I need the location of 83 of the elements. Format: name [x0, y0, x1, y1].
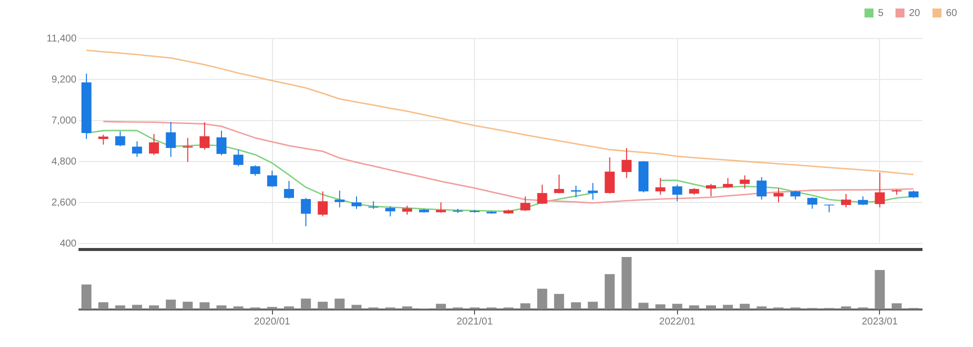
- bar: [570, 302, 581, 309]
- candlestick: [334, 190, 345, 208]
- y-tick-label: 9,200: [51, 74, 77, 86]
- candlestick: [740, 174, 750, 190]
- candlestick: [554, 174, 564, 194]
- bar: [537, 288, 548, 309]
- y-tick-label: 400: [60, 238, 77, 250]
- bar: [216, 305, 226, 309]
- bar: [655, 304, 666, 309]
- x-tick-label: 2023/01: [862, 316, 898, 328]
- candlestick: [537, 184, 548, 205]
- bar: [334, 298, 345, 309]
- candlestick: [756, 176, 767, 200]
- candlestick: [604, 156, 615, 194]
- candlestick: [655, 177, 666, 196]
- candlestick: [250, 164, 260, 176]
- bar: [622, 257, 632, 309]
- bar: [554, 294, 564, 309]
- bar: [520, 303, 530, 309]
- candlestick: [216, 130, 226, 156]
- candlestick: [166, 122, 176, 158]
- y-tick-label: 2,600: [51, 198, 77, 208]
- candlestick: [267, 170, 278, 188]
- candlestick: [722, 177, 733, 189]
- bar: [756, 306, 767, 309]
- bar: [166, 300, 176, 309]
- candlestick: [841, 193, 852, 208]
- x-tick-label: 2022/01: [659, 316, 696, 328]
- bar: [98, 302, 108, 309]
- bar: [318, 302, 328, 309]
- legend-label: 5: [878, 8, 884, 19]
- bar: [436, 304, 446, 309]
- bar: [284, 306, 294, 309]
- candlestick: [672, 184, 682, 202]
- line-series: [86, 50, 914, 176]
- bar: [300, 298, 311, 309]
- candlestick: [774, 188, 784, 203]
- bar: [182, 302, 193, 309]
- bar: [874, 270, 885, 309]
- legend-label: 20: [909, 8, 921, 19]
- candlestick: [98, 134, 108, 146]
- candlestick: [385, 206, 396, 217]
- bar: [740, 304, 750, 309]
- bar: [402, 306, 412, 309]
- bar: [706, 305, 716, 309]
- candlestick: [200, 122, 210, 150]
- y-tick-label: 7,000: [51, 116, 77, 126]
- bar: [722, 304, 733, 309]
- candlestick: [706, 183, 716, 197]
- bar: [892, 303, 902, 309]
- candlestick: [824, 204, 834, 213]
- candlestick: [284, 180, 294, 200]
- bar: [132, 304, 142, 309]
- candlestick: [807, 196, 818, 210]
- candlestick: [520, 196, 530, 212]
- candlestick: [132, 140, 142, 158]
- bar: [352, 304, 362, 309]
- bar: [148, 305, 159, 309]
- candlestick: [588, 182, 598, 200]
- candlestick: [874, 172, 885, 208]
- bar: [115, 305, 126, 309]
- candlestick: [148, 133, 159, 156]
- bar: [81, 284, 92, 309]
- bar: [689, 305, 700, 309]
- x-tick-label: 2020/01: [254, 316, 291, 328]
- line-series: [102, 120, 914, 204]
- candlestick: [115, 130, 126, 147]
- bar: [841, 306, 852, 309]
- y-tick-label: 11,400: [46, 34, 77, 44]
- y-tick-label: 4,800: [51, 156, 77, 168]
- candlestick: [352, 196, 362, 210]
- bar: [604, 274, 615, 309]
- candlestick: [300, 197, 311, 227]
- candlestick: [622, 147, 632, 178]
- candlestick: [233, 149, 244, 167]
- bar: [638, 302, 648, 309]
- legend-label: 60: [946, 8, 958, 19]
- bar: [672, 304, 682, 309]
- x-tick-label: 2021/01: [456, 316, 494, 328]
- bar: [588, 302, 598, 309]
- candlestick: [318, 190, 328, 217]
- bar: [233, 306, 244, 309]
- bar: [200, 302, 210, 309]
